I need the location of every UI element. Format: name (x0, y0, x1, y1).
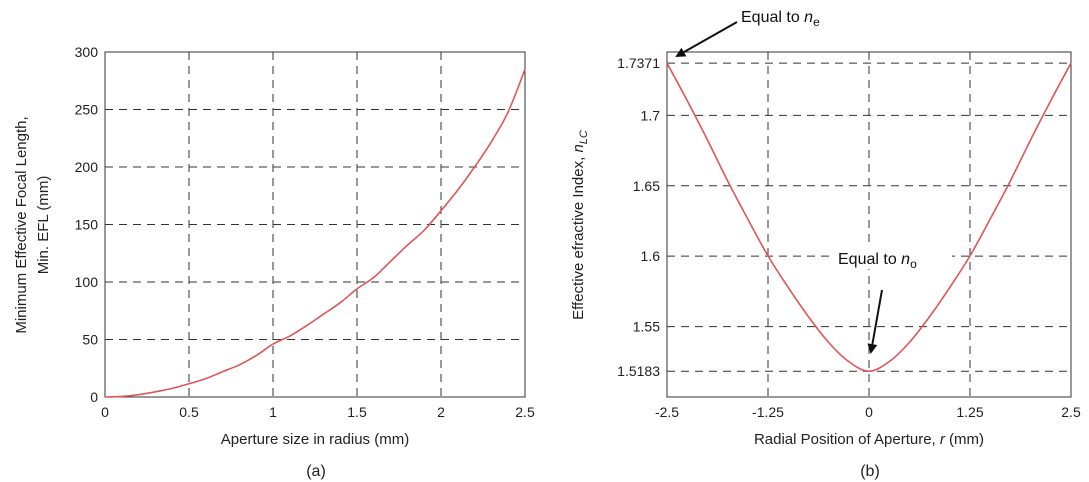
panel-a-x-ticks: 0 0.5 1 1.5 2 2.5 (101, 404, 535, 420)
annotation-equal-no: Equal to no (838, 251, 917, 271)
panel-a-x-tick-label: 1.5 (347, 404, 367, 420)
panel-b-y-tick-label: 1.65 (633, 178, 660, 194)
panel-b-series-line (666, 62, 1072, 373)
panel-a-x-tick-label: 1 (269, 404, 277, 420)
panel-a-series-line (104, 68, 526, 398)
panel-b-y-tick-label: 1.5183 (617, 363, 660, 379)
panel-a-y-axis-label-line2: Min. EFL (mm) (35, 176, 52, 275)
panel-a-x-tick-label: 2 (437, 404, 445, 420)
panel-a: 0 0.5 1 1.5 2 2.5 0 50 100 150 200 250 300 Aperture… (13, 44, 535, 480)
panel-b-series (666, 62, 1072, 373)
panel-a-y-tick-label: 100 (75, 274, 99, 290)
panel-a-y-tick-label: 200 (75, 159, 99, 175)
annotation-equal-ne: Equal to ne (741, 9, 820, 29)
panel-b-grid (667, 52, 1071, 397)
panel-a-y-tick-label: 300 (75, 44, 99, 60)
panel-a-label: (a) (306, 463, 326, 480)
panel-b-plot-frame (666, 51, 1072, 398)
panel-b-y-tick-label: 1.7 (641, 107, 661, 123)
panel-a-series (104, 68, 526, 398)
annotation-bg-no (834, 247, 952, 269)
panel-a-grid (105, 52, 525, 397)
panel-b-y-ticks: 1.5183 1.55 1.6 1.65 1.7 1.7371 (617, 55, 660, 379)
panel-a-x-tick-label: 0.5 (179, 404, 199, 420)
annotation-arrow-ne (675, 21, 738, 57)
annotation-arrow-no (867, 289, 883, 354)
panel-b-x-tick-label: -1.25 (752, 404, 784, 420)
panel-a-x-axis-label: Aperture size in radius (mm) (221, 431, 409, 448)
panel-a-y-tick-label: 50 (82, 332, 98, 348)
panel-b-x-ticks: -2.5 -1.25 0 1.25 2.5 (655, 404, 1081, 420)
panel-b-label: (b) (860, 463, 880, 480)
panel-a-x-tick-label: 0 (101, 404, 109, 420)
panel-a-y-tick-label: 150 (75, 217, 99, 233)
panel-b-x-tick-label: -2.5 (655, 404, 679, 420)
panel-a-y-tick-label: 0 (90, 389, 98, 405)
panel-b: -2.5 -1.25 0 1.25 2.5 1.51831.551.61.651.71.… (570, 9, 1081, 480)
panel-a-plot-frame (104, 51, 526, 398)
panel-a-y-axis-label-line1: Minimum Effective Focal Length, (13, 116, 30, 333)
panel-a-x-tick-label: 2.5 (515, 404, 535, 420)
panel-b-y-tick-label: 1.6 (641, 248, 661, 264)
panel-b-y-tick-label: 1.55 (633, 319, 660, 335)
panel-b-x-tick-label: 1.25 (956, 404, 983, 420)
panel-b-x-axis-label: Radial Position of Aperture, r (mm) (754, 431, 984, 448)
panel-b-x-tick-label: 0 (865, 404, 873, 420)
panel-b-x-tick-label: 2.5 (1061, 404, 1081, 420)
panel-a-y-ticks: 0 50 100 150 200 250 300 (75, 44, 99, 405)
panel-b-y-axis-label: Effective efractive Index, nLC (570, 130, 590, 320)
panel-b-y-tick-label: 1.7371 (617, 55, 660, 71)
panel-a-y-tick-label: 250 (75, 102, 99, 118)
